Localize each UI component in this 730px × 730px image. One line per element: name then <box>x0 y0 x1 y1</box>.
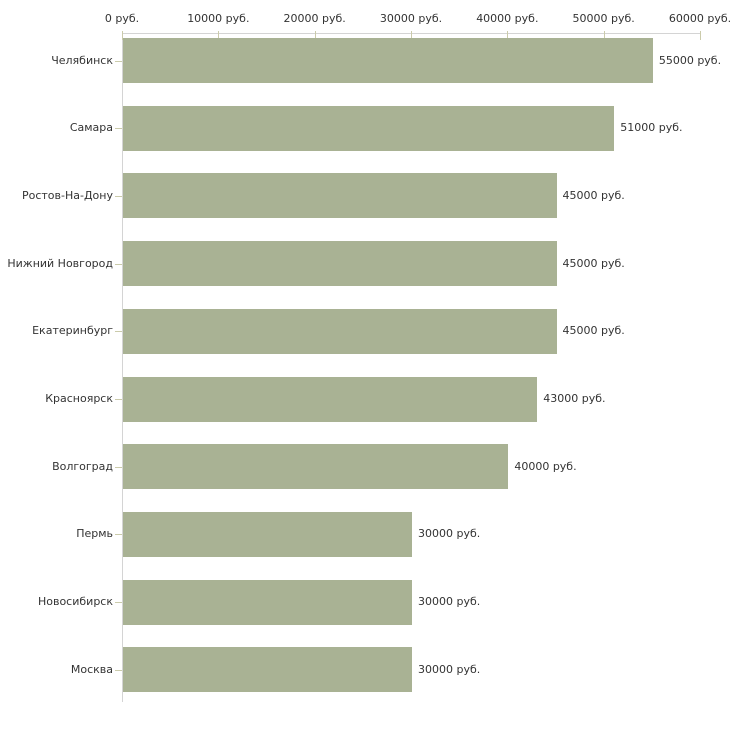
x-axis-tick <box>700 31 701 40</box>
y-axis-tick <box>115 399 122 400</box>
bar <box>123 579 412 625</box>
x-axis-tick <box>122 31 123 40</box>
x-axis-tick <box>218 31 220 40</box>
value-label: 40000 руб. <box>514 459 577 473</box>
y-axis-tick <box>115 669 122 671</box>
bar <box>123 38 653 83</box>
category-label: Москва <box>70 662 113 676</box>
y-axis-tick <box>115 331 122 333</box>
value-label: 45000 руб. <box>562 256 625 270</box>
category-label: Ростов-На-Дону <box>21 188 113 202</box>
bar <box>123 105 615 151</box>
category-label: Нижний Новгород <box>7 256 113 270</box>
category-label: Пермь <box>76 527 113 541</box>
y-axis-tick <box>115 263 122 265</box>
value-label: 45000 руб. <box>562 188 625 202</box>
bar <box>123 173 557 219</box>
category-label: Екатеринбург <box>32 324 113 338</box>
bar <box>123 647 412 693</box>
x-axis-tick <box>411 31 412 40</box>
y-axis-tick <box>115 534 122 536</box>
x-axis-tick-label: 20000 руб. <box>283 12 346 25</box>
y-axis-tick <box>115 466 122 468</box>
value-label: 45000 руб. <box>562 324 625 338</box>
bar <box>123 376 538 422</box>
bar <box>123 241 557 287</box>
x-axis-tick-label: 60000 руб. <box>668 12 730 25</box>
value-label: 30000 руб. <box>418 662 481 676</box>
x-axis-tick-label: 40000 руб. <box>476 12 539 25</box>
x-axis-tick <box>314 31 316 40</box>
value-label: 55000 руб. <box>658 53 722 67</box>
x-axis-tick-label: 30000 руб. <box>379 12 443 25</box>
category-label: Волгоград <box>52 459 113 473</box>
category-label: Самара <box>69 121 113 135</box>
x-axis-tick-label: 10000 руб. <box>187 12 250 25</box>
y-axis-tick <box>115 128 122 130</box>
category-label: Новосибирск <box>37 595 113 609</box>
y-axis-tick <box>115 195 122 197</box>
bar <box>123 444 509 490</box>
x-axis-tick <box>603 31 605 40</box>
x-axis-tick <box>507 31 509 40</box>
x-axis-tick-label: 0 руб. <box>104 12 140 25</box>
value-label: 30000 руб. <box>418 595 481 609</box>
category-label: Красноярск <box>45 392 113 405</box>
y-axis-tick <box>115 60 122 62</box>
value-label: 43000 руб. <box>543 392 606 405</box>
x-axis-tick-label: 50000 руб. <box>572 12 635 25</box>
category-label: Челябинск <box>51 53 113 67</box>
bar <box>123 308 557 354</box>
y-axis-tick <box>115 602 122 604</box>
value-label: 30000 руб. <box>418 527 481 541</box>
bar <box>123 511 412 557</box>
value-label: 51000 руб. <box>620 121 683 135</box>
y-axis-line <box>122 33 123 702</box>
